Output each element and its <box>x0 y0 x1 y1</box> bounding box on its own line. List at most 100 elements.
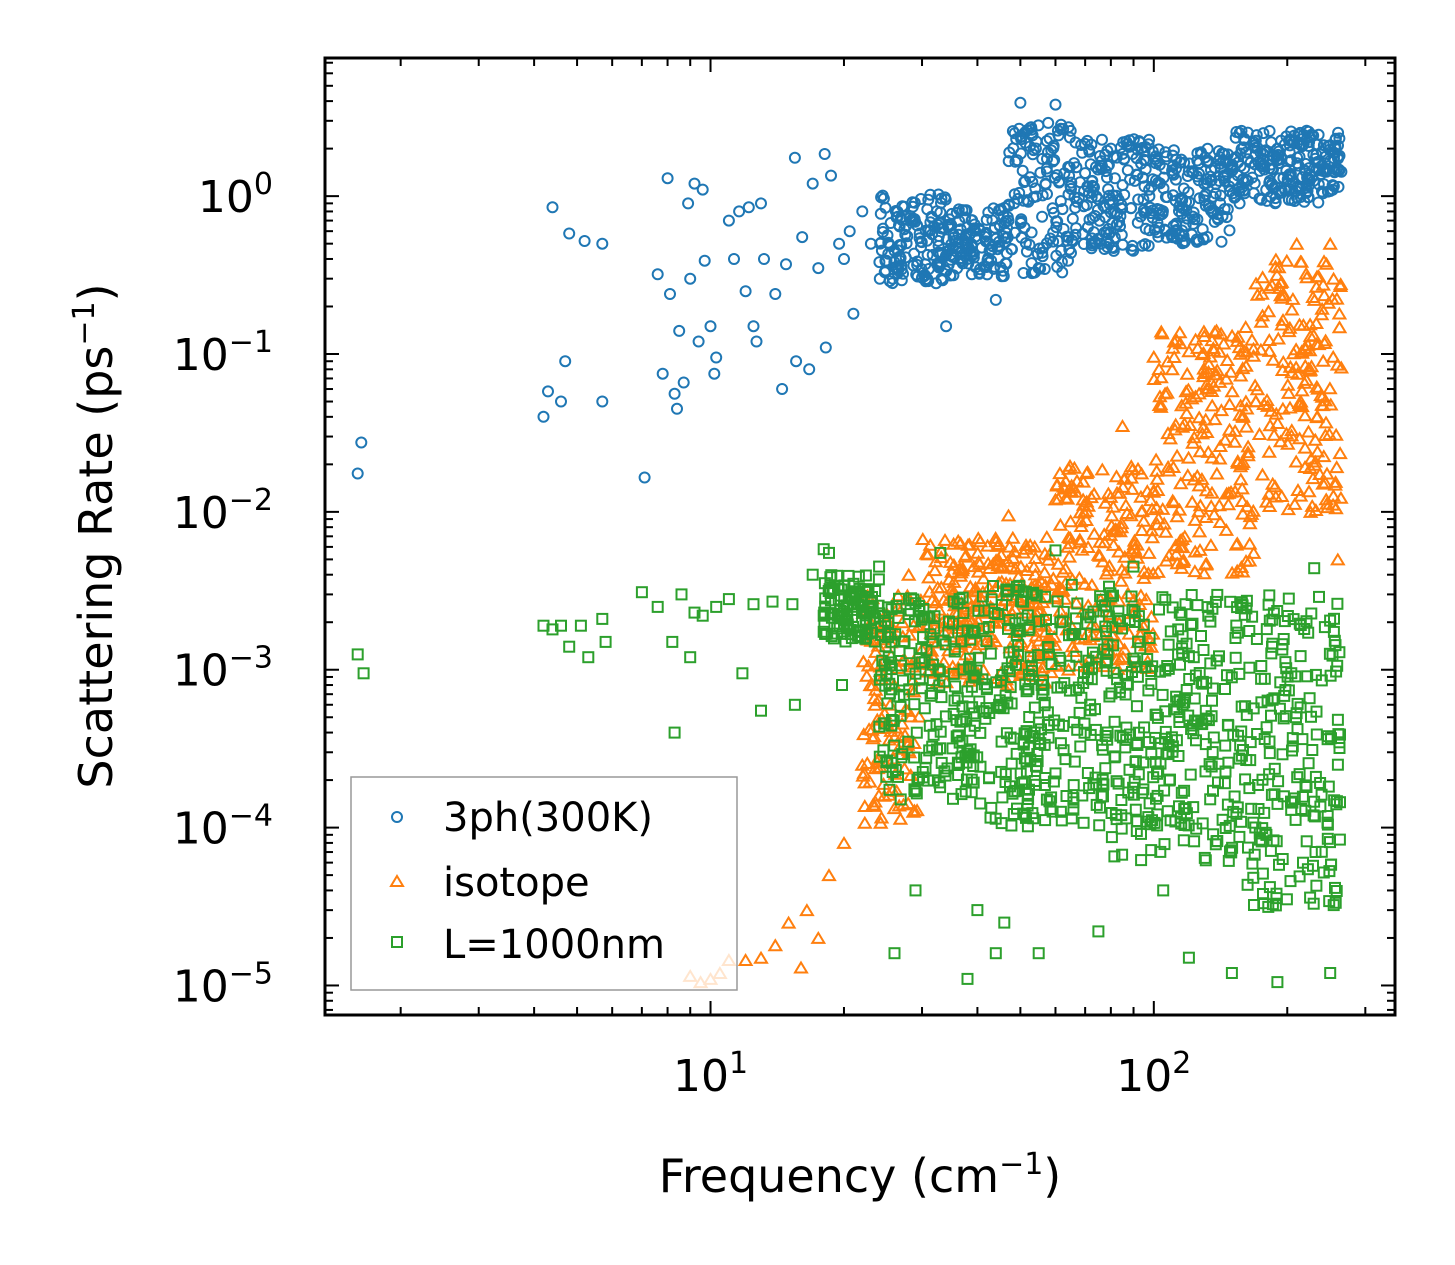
data-point <box>1331 713 1344 726</box>
data-point <box>821 868 837 882</box>
data-point <box>1196 329 1213 342</box>
data-point <box>1332 126 1345 139</box>
data-point <box>1072 534 1088 548</box>
data-point <box>1261 444 1277 458</box>
data-point <box>790 355 803 368</box>
data-point <box>832 580 844 593</box>
data-point <box>1019 175 1032 188</box>
data-point <box>1150 564 1166 578</box>
data-point <box>1191 478 1207 492</box>
data-point <box>857 815 873 829</box>
data-point <box>1033 737 1046 750</box>
data-point <box>1194 426 1211 440</box>
data-point <box>1315 353 1331 367</box>
data-point <box>812 262 825 275</box>
data-point <box>1124 481 1140 495</box>
data-point <box>1061 234 1074 247</box>
data-point <box>1160 459 1176 473</box>
data-point <box>920 547 936 561</box>
data-point <box>704 320 717 333</box>
data-point <box>957 663 970 676</box>
data-point <box>1154 845 1167 858</box>
data-point <box>1329 163 1341 176</box>
data-point <box>1280 436 1296 450</box>
data-point <box>1206 746 1219 759</box>
data-point <box>1302 343 1318 357</box>
data-point <box>1111 544 1127 558</box>
data-point <box>1172 539 1189 553</box>
data-point <box>1238 608 1251 621</box>
data-point <box>1332 279 1349 292</box>
data-point <box>1026 148 1039 161</box>
data-point <box>1057 744 1070 757</box>
data-point <box>1067 779 1080 792</box>
data-point <box>1299 157 1312 170</box>
data-point <box>999 236 1012 249</box>
data-point <box>1052 718 1065 731</box>
data-point <box>1302 125 1315 138</box>
data-point <box>1248 276 1264 290</box>
data-point <box>684 272 697 285</box>
data-point <box>668 726 681 739</box>
data-point <box>836 835 852 849</box>
data-point <box>1067 796 1080 809</box>
data-point <box>1275 354 1292 368</box>
data-point <box>1315 476 1331 490</box>
data-point <box>555 619 567 632</box>
data-point <box>1306 744 1319 756</box>
data-point <box>1212 439 1229 452</box>
data-point <box>1131 739 1144 751</box>
data-point <box>1057 605 1070 618</box>
data-point <box>1234 361 1251 375</box>
data-point <box>1175 201 1188 214</box>
data-point <box>1112 605 1125 618</box>
data-point <box>999 776 1012 788</box>
data-point <box>1235 725 1248 738</box>
data-point <box>1291 317 1308 331</box>
data-point <box>1249 287 1266 301</box>
data-point <box>1144 502 1160 516</box>
data-point <box>559 355 572 368</box>
data-point <box>1178 784 1191 797</box>
data-point <box>1177 834 1190 847</box>
data-point <box>1307 897 1320 910</box>
data-point <box>1178 406 1195 420</box>
data-point <box>1148 452 1164 466</box>
data-point <box>1211 498 1228 512</box>
data-point <box>1104 508 1120 522</box>
data-point <box>1076 146 1089 159</box>
data-point <box>747 598 760 611</box>
data-point <box>766 595 779 608</box>
data-point <box>826 608 839 621</box>
x-tick-label: 101 <box>673 1046 748 1102</box>
data-point <box>1062 254 1074 267</box>
data-point <box>1236 181 1249 194</box>
data-point <box>893 592 905 605</box>
data-point <box>1049 544 1062 557</box>
data-point <box>1135 142 1148 154</box>
data-point <box>966 559 982 573</box>
data-point <box>941 572 957 586</box>
data-point <box>1330 552 1346 566</box>
data-point <box>1162 662 1175 675</box>
data-point <box>962 579 979 593</box>
data-point <box>1162 739 1175 751</box>
data-point <box>999 554 1016 568</box>
axis-tick-labels: 101 102 100 10−1 10−2 10−3 10−4 10−5 <box>173 167 1192 1102</box>
data-point <box>865 731 881 745</box>
data-point <box>786 598 799 611</box>
data-point <box>876 189 889 202</box>
data-point <box>1157 884 1170 897</box>
data-point <box>1007 808 1020 820</box>
data-point <box>1309 444 1326 458</box>
data-point <box>959 750 972 763</box>
data-point <box>1016 612 1029 625</box>
data-point <box>1266 693 1279 706</box>
data-point <box>967 776 980 789</box>
data-point <box>889 205 902 217</box>
data-point <box>879 679 892 692</box>
data-point <box>1100 625 1112 638</box>
data-point <box>1081 617 1094 630</box>
data-point <box>1039 590 1052 603</box>
